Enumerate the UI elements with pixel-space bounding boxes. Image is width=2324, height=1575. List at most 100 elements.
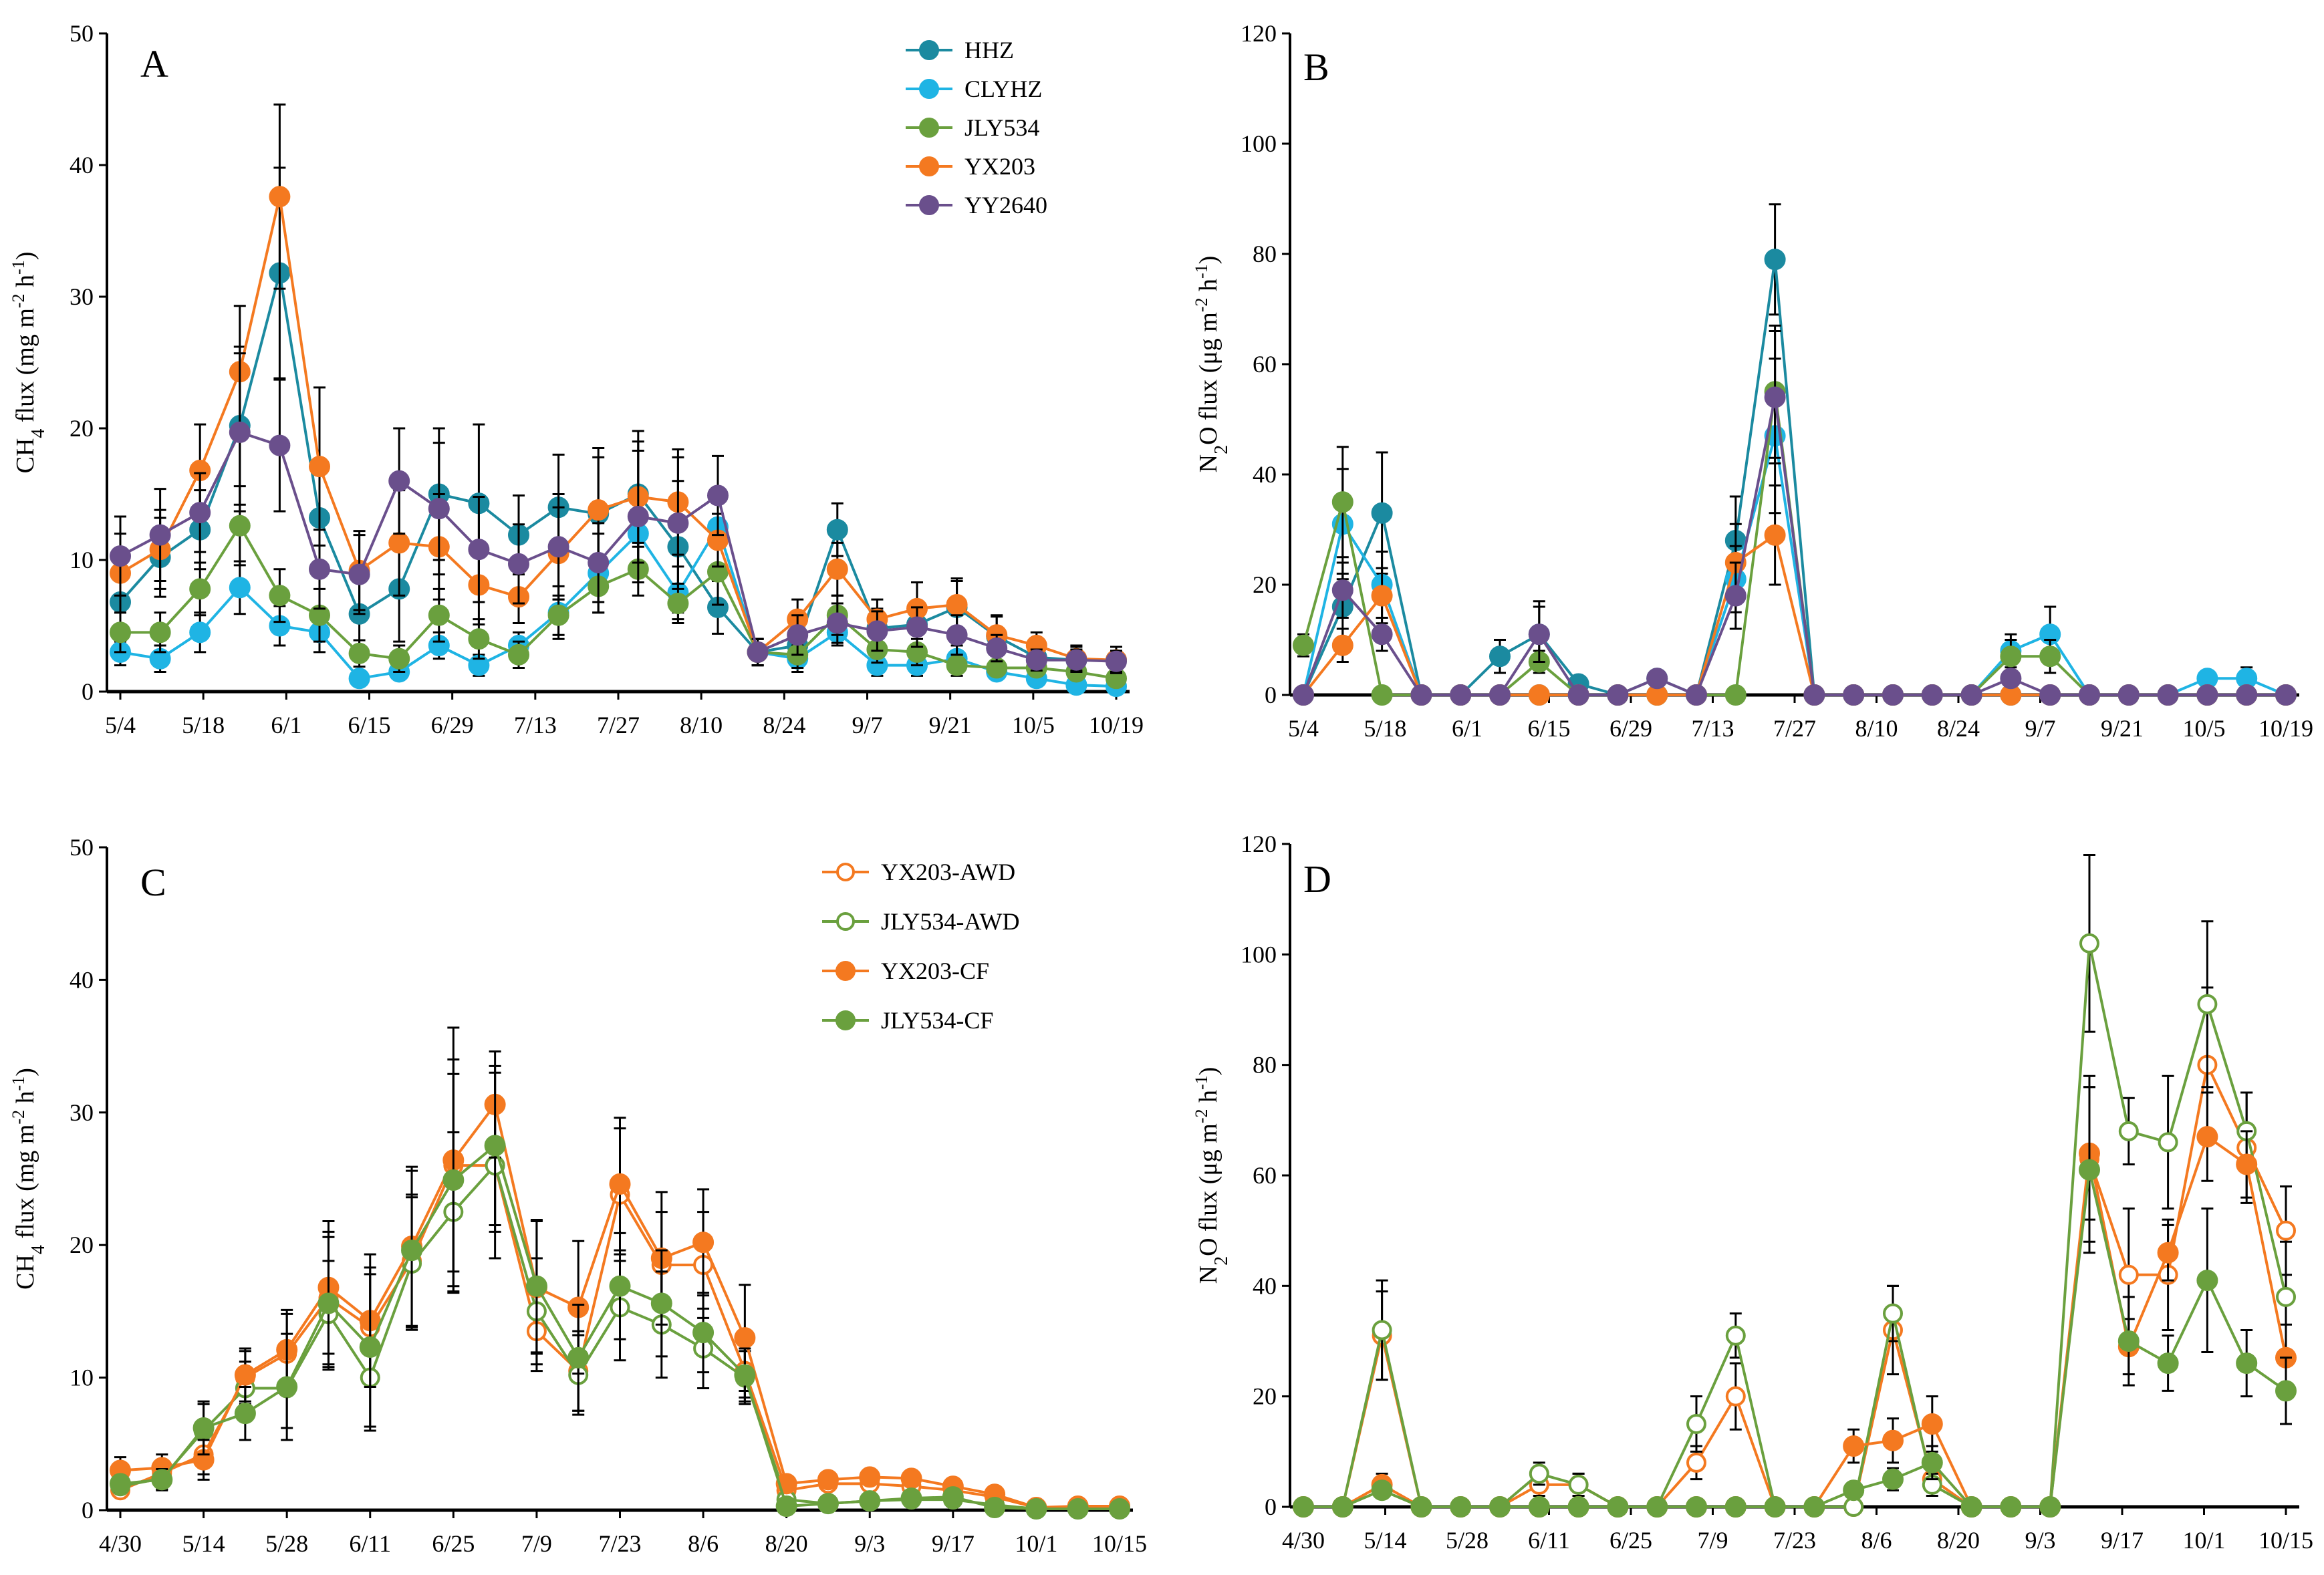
data-point: [317, 1292, 340, 1314]
data-point: [1686, 684, 1707, 706]
data-point: [1607, 684, 1629, 706]
legend: YX203-AWD JLY534-AWD YX203-CF JLY534-CF: [822, 859, 1019, 1034]
series-yy2640: [1293, 330, 2297, 706]
y-tick-label: 50: [70, 20, 94, 47]
y-tick-label: 50: [70, 834, 94, 861]
series-jly534: [110, 485, 1127, 690]
data-point: [1843, 1479, 1865, 1501]
x-tick-label: 8/20: [1937, 1527, 1980, 1554]
data-point: [110, 545, 131, 567]
data-point: [2276, 1286, 2296, 1307]
data-point: [2039, 1496, 2061, 1518]
x-tick-label: 8/6: [1861, 1527, 1892, 1554]
data-point: [1764, 1496, 1786, 1518]
data-point: [468, 628, 490, 650]
data-point: [2118, 1121, 2139, 1141]
data-point: [900, 1487, 922, 1510]
data-point: [567, 1346, 590, 1369]
data-point: [149, 621, 171, 643]
x-tick-label: 10/15: [2258, 1527, 2313, 1554]
data-point: [269, 186, 291, 208]
legend-swatch-marker: [919, 195, 939, 215]
data-point: [269, 434, 291, 456]
data-point: [1371, 585, 1393, 607]
data-point: [1724, 1496, 1747, 1518]
data-point: [826, 519, 848, 541]
data-point: [234, 1364, 256, 1386]
x-tick-label: 7/27: [1773, 715, 1816, 742]
x-tick-label: 8/24: [763, 712, 805, 738]
y-tick-label: 0: [82, 1497, 94, 1524]
data-point: [442, 1169, 465, 1191]
x-tick-label: 6/15: [1527, 715, 1570, 742]
series-line: [1303, 1134, 2287, 1508]
data-point: [189, 502, 211, 524]
data-point: [508, 643, 529, 666]
x-tick-label: 9/21: [2101, 715, 2144, 742]
legend-label: YX203-AWD: [881, 859, 1015, 885]
data-point: [1371, 623, 1393, 646]
data-point: [1724, 684, 1747, 706]
y-tick-label: 20: [70, 1232, 94, 1258]
y-tick-label: 100: [1241, 130, 1277, 157]
x-tick-label: 8/10: [680, 712, 723, 738]
y-tick-label: 20: [1253, 1383, 1277, 1410]
data-point: [2117, 1330, 2140, 1352]
y-tick-label: 80: [1253, 1052, 1277, 1079]
data-point: [2039, 684, 2061, 706]
data-point: [667, 512, 689, 534]
legend-swatch-marker: [919, 156, 939, 176]
data-point: [428, 498, 450, 520]
data-point: [1450, 1496, 1472, 1518]
data-point: [388, 648, 410, 670]
x-tick-label: 10/1: [2182, 1527, 2225, 1554]
data-point: [1528, 1496, 1550, 1518]
x-tick-label: 10/15: [1092, 1530, 1147, 1557]
y-tick-label: 120: [1241, 20, 1277, 47]
x-tick-label: 6/11: [1528, 1527, 1570, 1554]
data-point: [1843, 684, 1865, 706]
data-point: [428, 604, 450, 626]
data-point: [388, 470, 410, 492]
data-point: [787, 624, 809, 646]
data-point: [1921, 1451, 1943, 1473]
data-point: [2079, 684, 2100, 706]
data-point: [1489, 1496, 1511, 1518]
series-jly534-cf: [110, 1064, 1130, 1520]
series-yy2640: [110, 352, 1127, 673]
legend-swatch-marker: [836, 912, 855, 931]
data-point: [2000, 668, 2022, 690]
data-point: [484, 1135, 506, 1157]
data-point: [946, 654, 968, 676]
data-point: [468, 539, 490, 561]
data-point: [588, 499, 610, 521]
data-point: [401, 1240, 423, 1262]
data-point: [946, 624, 968, 646]
data-point: [269, 585, 291, 607]
data-point: [942, 1486, 964, 1508]
x-tick-label: 10/5: [2182, 715, 2225, 742]
series-jly534: [1293, 324, 2297, 706]
data-point: [348, 668, 370, 690]
data-point: [2236, 1153, 2258, 1175]
x-tick-label: 10/5: [1012, 712, 1055, 738]
legend-swatch-marker: [919, 40, 939, 60]
series-line: [119, 196, 1117, 662]
data-point: [859, 1466, 881, 1488]
legend-swatch-marker: [836, 863, 855, 881]
x-tick-label: 7/13: [514, 712, 557, 738]
x-tick-label: 6/11: [349, 1530, 391, 1557]
y-tick-label: 30: [70, 1099, 94, 1126]
data-point: [1803, 684, 1825, 706]
data-point: [1921, 684, 1943, 706]
panel-c: 0 10 20 30 40 50 4/30 5/14 5/28 6/11 6/25 7/9 7/23 8/…: [9, 834, 1148, 1557]
series-jly534-cf: [1293, 1086, 2297, 1518]
x-tick-label: 5/14: [182, 1530, 225, 1557]
data-point: [110, 621, 131, 643]
y-tick-label: 10: [70, 1365, 94, 1391]
data-point: [946, 593, 968, 615]
data-point: [1883, 1303, 1903, 1324]
data-point: [2157, 1242, 2179, 1264]
data-point: [1882, 1468, 1904, 1490]
